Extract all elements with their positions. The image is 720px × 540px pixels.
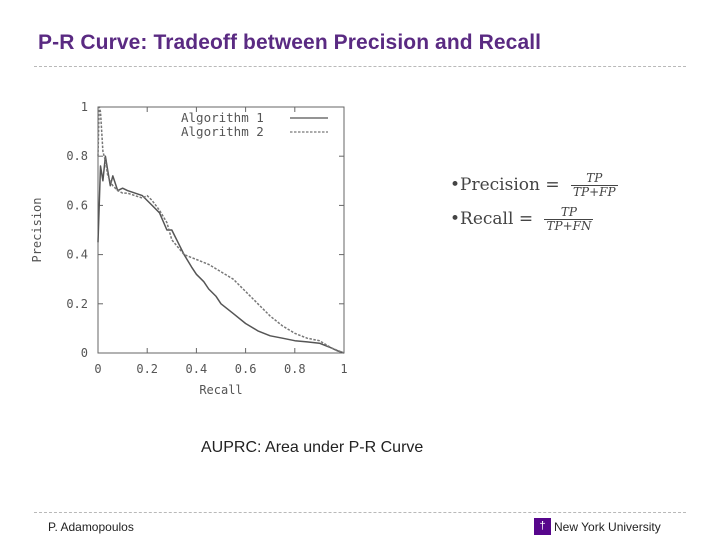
footer-institution: † New York University (534, 518, 661, 535)
formula-numerator: TP (586, 170, 603, 185)
legend-label: Algorithm 1 (181, 110, 264, 125)
x-tick-label: 0.4 (186, 362, 208, 376)
formula-denominator: TP+FN (544, 218, 594, 233)
x-tick-label: 1 (340, 362, 347, 376)
formula-numerator: TP (560, 204, 577, 219)
x-tick-label: 0 (94, 362, 101, 376)
formula-denominator: TP+FP (571, 184, 618, 199)
y-tick-label: 0.4 (66, 248, 88, 262)
x-axis-label: Recall (199, 383, 242, 397)
y-axis-label: Precision (30, 197, 44, 262)
footer-author: P. Adamopoulos (48, 520, 134, 534)
y-tick-label: 0.2 (66, 297, 88, 311)
y-tick-label: 0.6 (66, 198, 88, 212)
chart-caption: AUPRC: Area under P-R Curve (201, 439, 424, 456)
formula-fraction: TP TP+FP (571, 170, 618, 199)
formula-bullet: • (450, 209, 461, 229)
formula-lhs: Recall = (460, 209, 539, 229)
formula-fraction: TP TP+FN (544, 204, 594, 233)
y-tick-label: 0 (81, 346, 88, 360)
precision-formula: • Precision = TP TP+FP (450, 168, 618, 202)
recall-formula: • Recall = TP TP+FN (450, 202, 618, 236)
formula-bullet: • (450, 175, 461, 195)
x-tick-label: 0.2 (136, 362, 158, 376)
legend-label: Algorithm 2 (181, 124, 264, 139)
x-tick-label: 0.6 (235, 362, 257, 376)
pr-curve-chart: 0 0.2 0.4 0.6 0.8 1 0 0.2 0.4 0.6 0.8 1 Recall Precis… (30, 100, 348, 397)
formula-lhs: Precision = (460, 175, 566, 195)
title-divider (34, 66, 686, 67)
x-tick-label: 0.8 (284, 362, 306, 376)
institution-name: New York University (554, 519, 661, 534)
slide-title: P-R Curve: Tradeoff between Precision an… (38, 31, 542, 54)
footer-divider (34, 512, 686, 513)
plot-frame (97, 106, 345, 354)
series-line-1 (97, 155, 345, 354)
y-tick-label: 1 (81, 100, 88, 114)
nyu-torch-icon: † (534, 518, 551, 535)
formula-list: • Precision = TP TP+FP • Recall = TP TP+… (450, 168, 618, 236)
y-tick-label: 0.8 (66, 149, 88, 163)
series-line-2 (97, 106, 345, 354)
